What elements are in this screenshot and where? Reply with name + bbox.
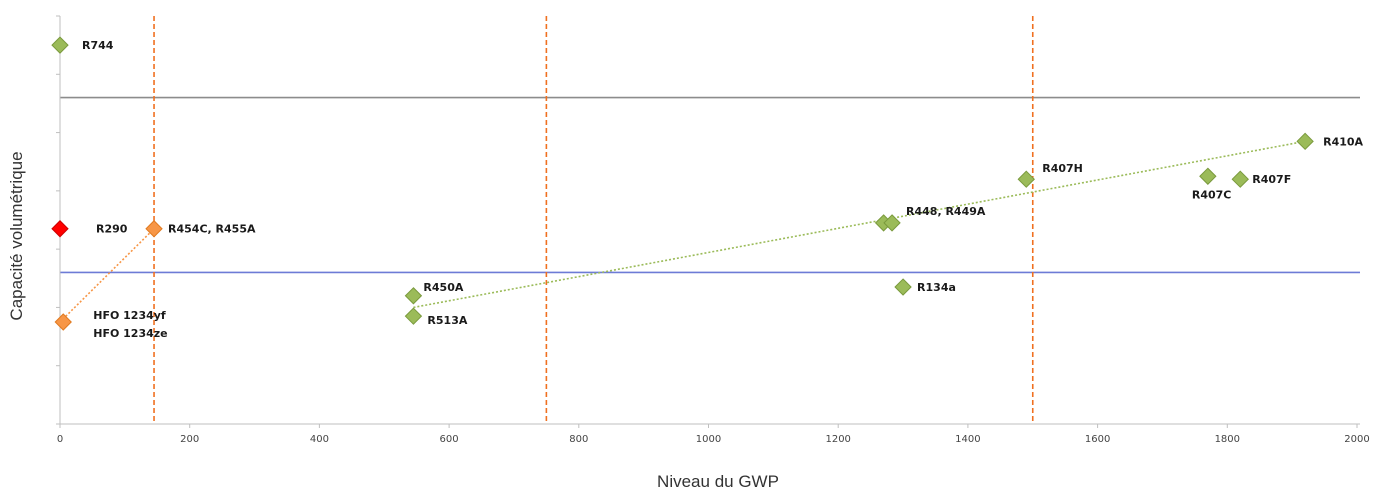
trendline-1: [413, 140, 1306, 309]
axes: [59, 16, 1360, 425]
data-point-label: R454C, R455A: [168, 223, 256, 236]
data-point-label: HFO 1234yf: [93, 309, 166, 322]
data-point-label: R448, R449A: [906, 205, 986, 218]
x-tick-label: 2000: [1344, 434, 1369, 445]
x-axis-title: Niveau du GWP: [657, 472, 779, 491]
data-point-marker: [54, 313, 72, 331]
data-point-marker: [145, 220, 163, 238]
x-tick-label: 1600: [1085, 434, 1110, 445]
data-point-label: R513A: [427, 314, 467, 327]
trend-lines: [59, 140, 1306, 323]
data-point-marker: [1199, 167, 1217, 185]
data-point-label: R407F: [1252, 173, 1291, 186]
y-axis-title: Capacité volumétrique: [7, 151, 26, 320]
data-point-marker: [1017, 170, 1035, 188]
data-point-label: HFO 1234ze: [93, 327, 167, 340]
data-point-marker: [1231, 170, 1249, 188]
data-point-label: R410A: [1323, 135, 1363, 148]
data-point-label: R407H: [1042, 162, 1083, 175]
x-tick-label: 800: [569, 434, 588, 445]
x-tick-label: 400: [310, 434, 329, 445]
data-point-marker: [883, 214, 901, 232]
x-tick-label: 1400: [955, 434, 980, 445]
data-point-marker: [404, 287, 423, 305]
x-tick-label: 600: [440, 434, 459, 445]
axis-ticks: [56, 15, 1358, 428]
data-points: [51, 36, 1314, 331]
data-point-label: R744: [82, 39, 114, 52]
data-point-label: R290: [96, 223, 128, 236]
x-tick-label: 1800: [1215, 434, 1240, 445]
data-point-label: R407C: [1192, 188, 1232, 201]
x-tick-label: 200: [180, 434, 199, 445]
x-tick-label: 1200: [825, 434, 850, 445]
data-point-label: R450A: [423, 281, 463, 294]
data-point-marker: [51, 36, 69, 54]
x-tick-labels: 0 200 400 600 800 1000 1200 1400 1600 1800 2000: [57, 434, 1370, 445]
x-tick-label: 0: [57, 434, 63, 445]
data-point-labels: R744 R290 R454C, R455A HFO 1234yf HFO 1234ze…: [82, 39, 1364, 340]
data-point-marker: [894, 278, 912, 296]
data-point-marker: [404, 307, 423, 325]
reference-lines: [60, 16, 1360, 424]
data-point-marker: [1296, 132, 1314, 151]
data-point-label: R134a: [917, 281, 956, 294]
data-point-marker: [51, 220, 69, 238]
trendline-0: [59, 228, 155, 323]
x-tick-label: 1000: [696, 434, 721, 445]
